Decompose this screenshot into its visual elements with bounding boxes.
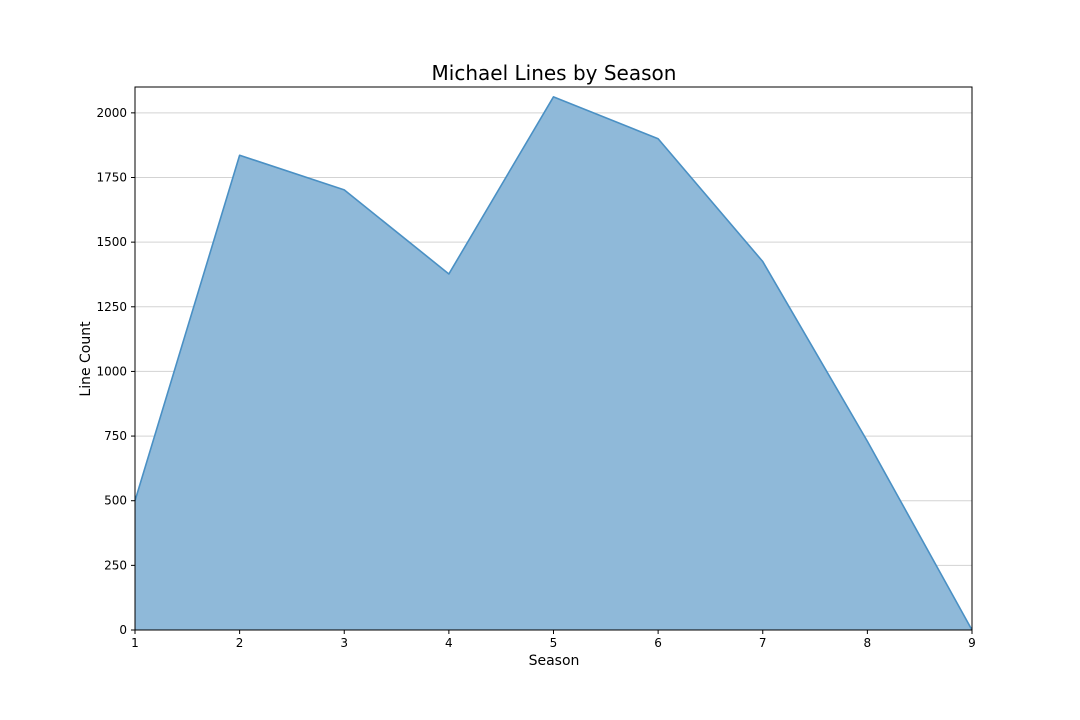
y-tick-label-1750: 1750 <box>96 171 127 185</box>
x-tick-label-5: 5 <box>550 636 558 650</box>
y-tick-label-250: 250 <box>104 558 127 572</box>
y-axis-ticks: 0 250 500 750 1000 1250 1500 1750 2000 <box>96 106 135 637</box>
x-tick-label-2: 2 <box>236 636 244 650</box>
chart-title: Michael Lines by Season <box>432 61 677 85</box>
y-tick-label-2000: 2000 <box>96 106 127 120</box>
x-tick-label-1: 1 <box>131 636 139 650</box>
y-tick-label-1000: 1000 <box>96 364 127 378</box>
x-tick-label-7: 7 <box>759 636 767 650</box>
y-tick-label-500: 500 <box>104 494 127 508</box>
x-tick-label-6: 6 <box>654 636 662 650</box>
area-series <box>134 96 973 631</box>
y-tick-label-1500: 1500 <box>96 235 127 249</box>
x-tick-label-3: 3 <box>340 636 348 650</box>
x-axis-title: Season <box>529 653 580 669</box>
x-tick-label-9: 9 <box>968 636 976 650</box>
y-tick-label-0: 0 <box>119 623 127 637</box>
x-axis-ticks: 1 2 3 4 5 6 7 8 9 <box>131 630 976 650</box>
x-tick-label-8: 8 <box>864 636 872 650</box>
y-axis-title: Line Count <box>78 321 94 397</box>
y-tick-label-1250: 1250 <box>96 300 127 314</box>
area-fill <box>135 96 972 631</box>
y-tick-label-750: 750 <box>104 429 127 443</box>
x-tick-label-4: 4 <box>445 636 453 650</box>
